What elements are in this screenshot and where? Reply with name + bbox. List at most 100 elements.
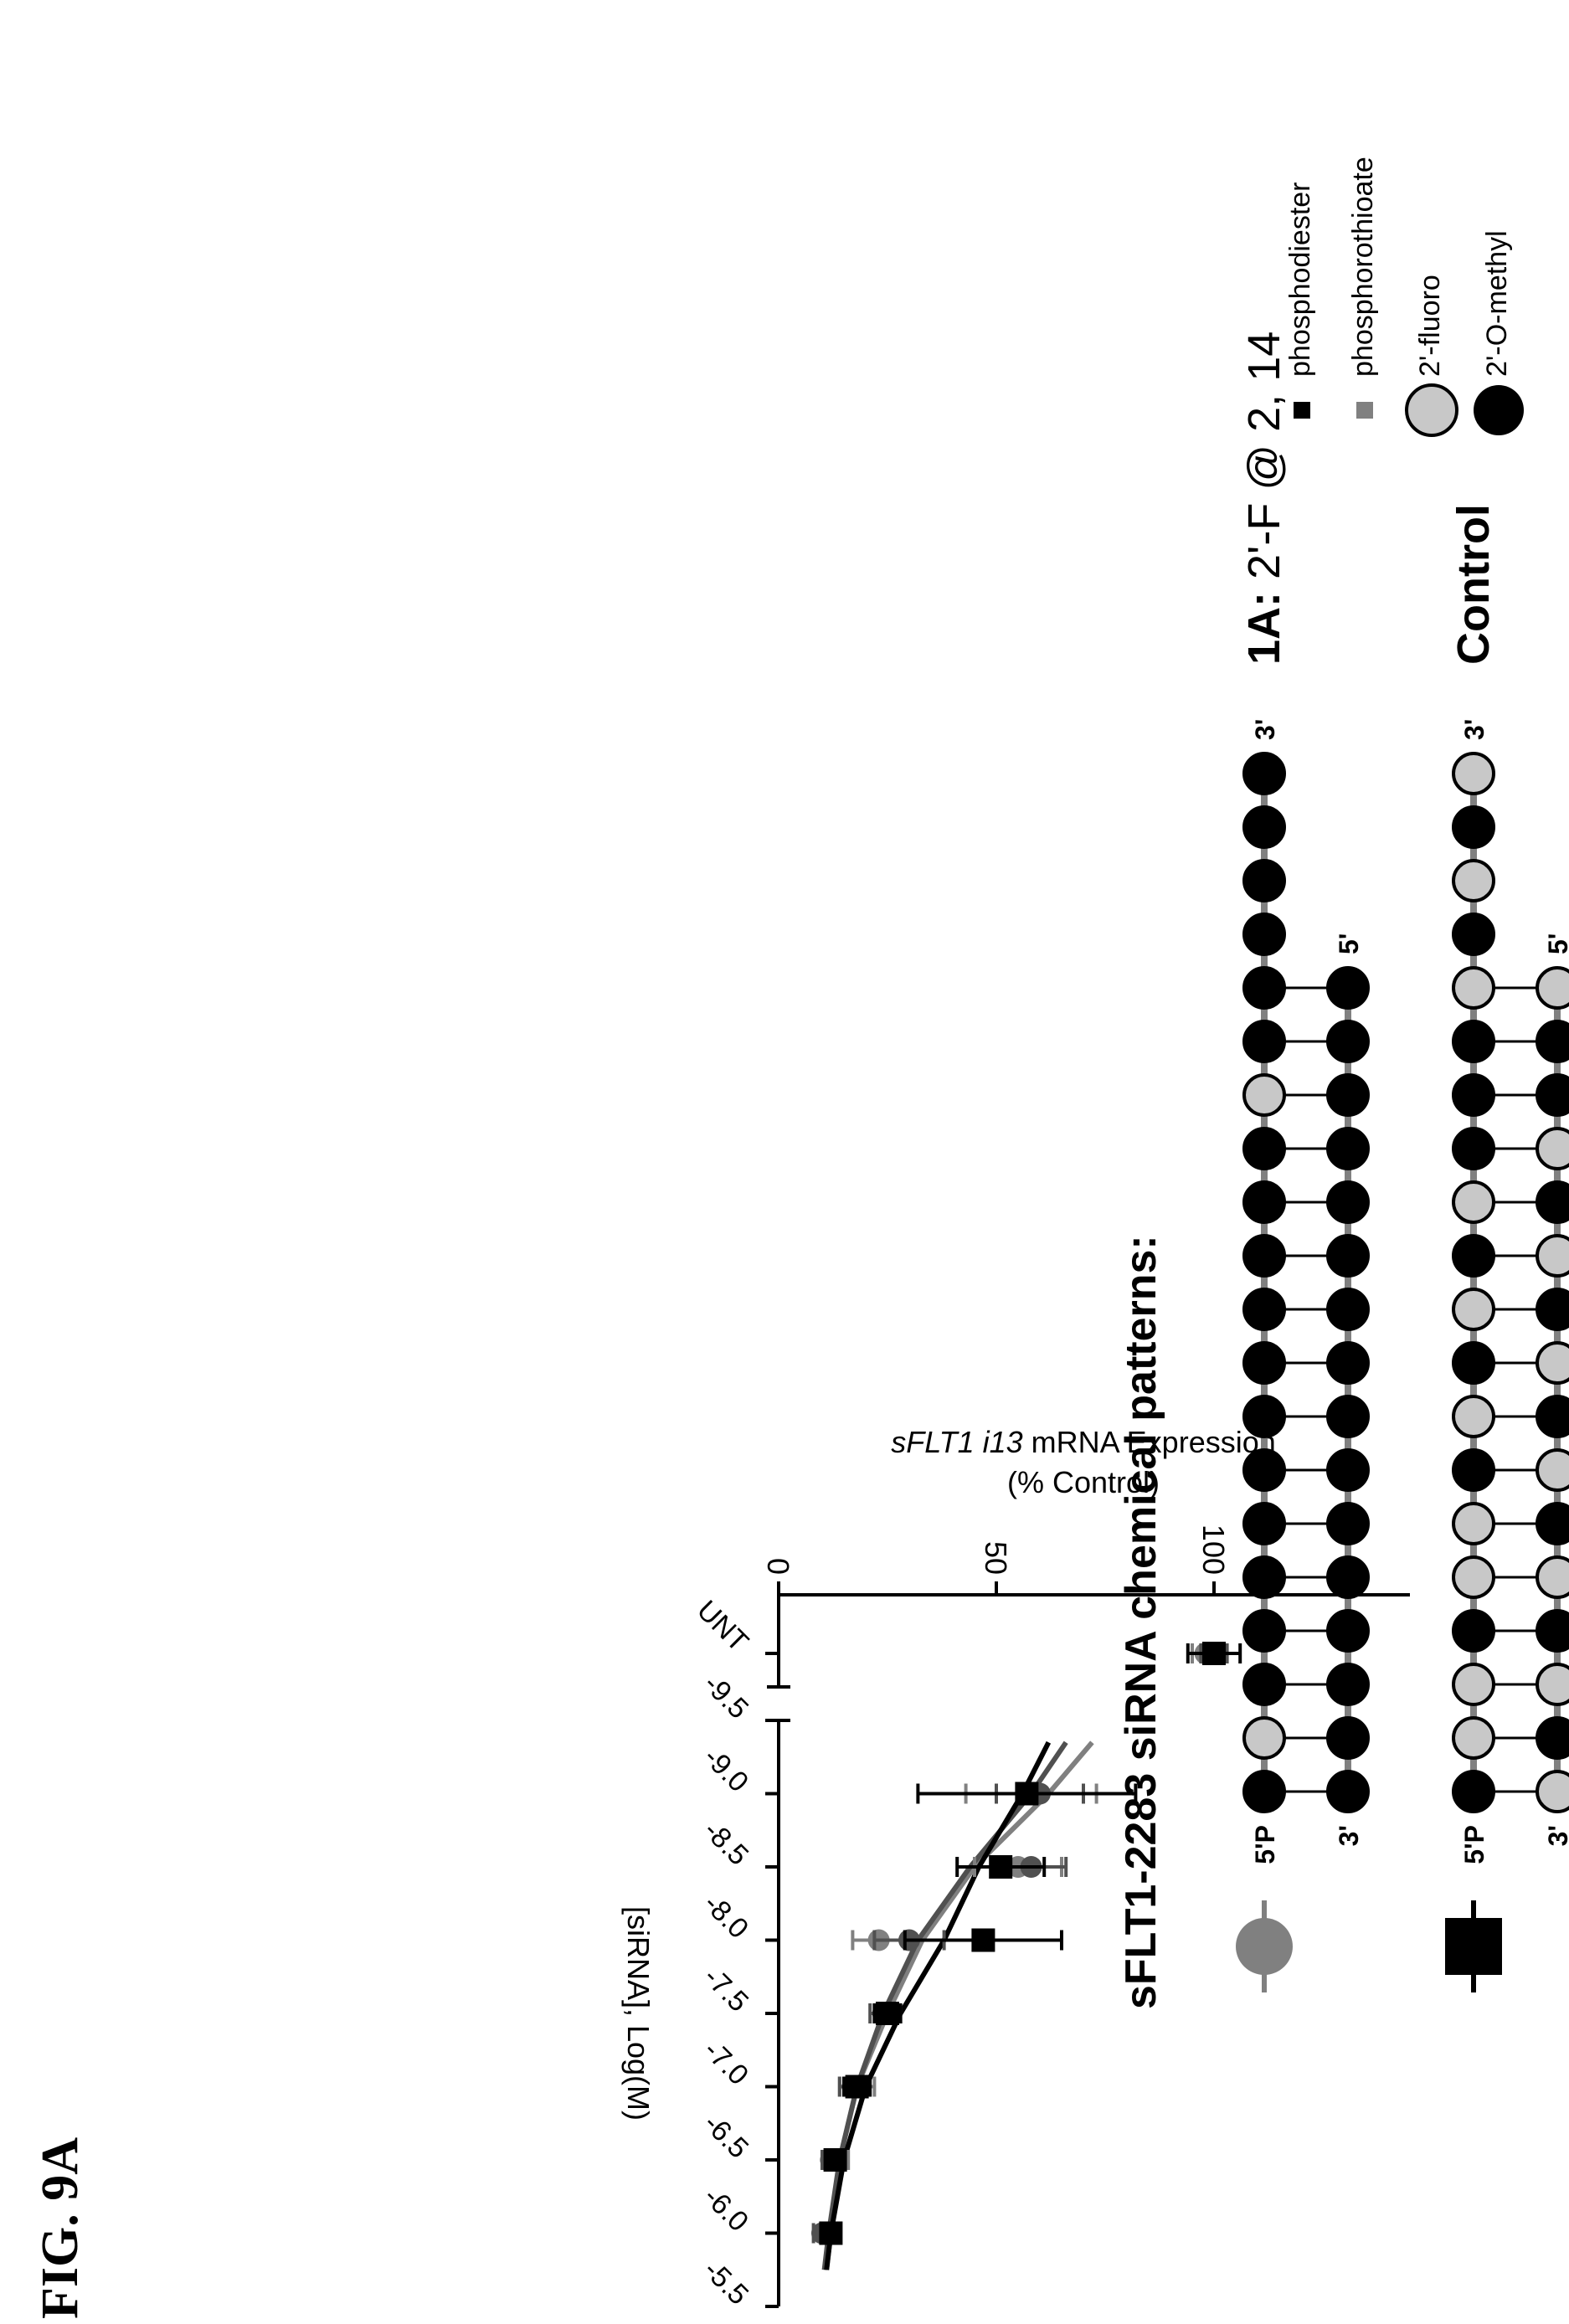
legend-2-fluoro-symbol: [1405, 383, 1458, 437]
legend-label: phosphodiester: [1284, 182, 1316, 377]
fit-line-series-1: [821, 1740, 1068, 2270]
sense-nucleotide: [1452, 1234, 1495, 1278]
series-symbol-square: [1445, 1918, 1502, 1975]
antisense-nucleotide: [1326, 1127, 1370, 1170]
data-point-square: [1202, 1642, 1226, 1665]
data-point-square: [819, 2221, 843, 2245]
sense-nucleotide: [1242, 913, 1286, 956]
data-point-square: [823, 2148, 847, 2172]
sense-3-label: 3': [1459, 719, 1489, 740]
antisense-nucleotide: [1326, 1502, 1370, 1545]
x-tick-label: -5.5: [697, 2254, 754, 2311]
sense-nucleotide: [1452, 752, 1495, 795]
antisense-nucleotide: [1536, 1609, 1569, 1653]
sense-nucleotide: [1452, 1180, 1495, 1224]
antisense-nucleotide: [1536, 1555, 1569, 1599]
anti-3-label: 3': [1543, 1825, 1569, 1846]
sense-nucleotide: [1452, 805, 1495, 849]
sense-5-label: 5'P: [1459, 1825, 1489, 1864]
antisense-nucleotide: [1326, 966, 1370, 1010]
sense-nucleotide: [1452, 1073, 1495, 1117]
data-point-square: [989, 1855, 1013, 1879]
sense-nucleotide: [1242, 1448, 1286, 1492]
antisense-nucleotide: [1536, 1234, 1569, 1278]
sense-nucleotide: [1242, 1770, 1286, 1813]
y-axis-label-line2: (% Control): [1007, 1465, 1160, 1499]
pattern-name-bold: 1A:: [1239, 592, 1289, 665]
chart-axes: 0 50 100 UNT -9.5 -9.0 -8.5 -8.0 -7.5 -7.0 -6.5 -6.…: [691, 1524, 1410, 2311]
figure-label: FIG. 9A: [32, 2137, 89, 2319]
pattern-name: 1A: 2'-F @ 2, 14: [1239, 332, 1289, 665]
antisense-nucleotide: [1536, 1770, 1569, 1813]
fit-line-series-2: [824, 1740, 1052, 2270]
antisense-nucleotide: [1326, 1073, 1370, 1117]
legend-phosphodiester-symbol: [1294, 402, 1310, 419]
antisense-nucleotide: [1326, 1234, 1370, 1278]
sense-nucleotide: [1452, 1716, 1495, 1760]
antisense-nucleotide: [1326, 1020, 1370, 1063]
legend-label: 2'-O-methyl: [1481, 230, 1513, 377]
sense-nucleotide: [1242, 1502, 1286, 1545]
pattern-name: Control: [1448, 504, 1499, 665]
series-symbol-circle: [1236, 1918, 1293, 1975]
sense-nucleotide: [1452, 859, 1495, 902]
antisense-nucleotide: [1326, 1180, 1370, 1224]
sense-nucleotide: [1452, 1663, 1495, 1706]
x-tick-label: -6.0: [697, 2181, 754, 2238]
y-tick-label: 0: [761, 1558, 795, 1575]
sense-nucleotide: [1242, 859, 1286, 902]
antisense-nucleotide: [1536, 1502, 1569, 1545]
legend-label: 2'-fluoro: [1414, 275, 1446, 377]
antisense-nucleotide: [1536, 1127, 1569, 1170]
sense-nucleotide: [1452, 1609, 1495, 1653]
data-point-square: [876, 2002, 899, 2025]
x-tick-label: -6.5: [697, 2107, 754, 2164]
sense-3-label: 3': [1250, 719, 1280, 740]
sense-nucleotide: [1242, 1073, 1286, 1117]
sense-nucleotide: [1242, 1288, 1286, 1331]
sense-nucleotide: [1452, 1341, 1495, 1385]
antisense-nucleotide: [1536, 1663, 1569, 1706]
antisense-nucleotide: [1536, 1395, 1569, 1438]
chart-fit-lines: [821, 1740, 1094, 2270]
antisense-nucleotide: [1536, 1448, 1569, 1492]
x-tick-label: -7.0: [697, 2034, 754, 2091]
antisense-nucleotide: [1536, 1073, 1569, 1117]
pattern-name-rest: 2'-F @ 2, 14: [1239, 332, 1289, 592]
antisense-nucleotide: [1536, 1716, 1569, 1760]
antisense-nucleotide: [1326, 1288, 1370, 1331]
sense-nucleotide: [1452, 1288, 1495, 1331]
anti-5-label: 5': [1334, 933, 1364, 954]
y-tick-label: 50: [979, 1541, 1013, 1575]
data-point-square: [1015, 1782, 1039, 1806]
antisense-nucleotide: [1326, 1770, 1370, 1813]
sense-nucleotide: [1452, 966, 1495, 1010]
antisense-nucleotide: [1536, 1288, 1569, 1331]
sense-nucleotide: [1452, 1127, 1495, 1170]
antisense-nucleotide: [1326, 1663, 1370, 1706]
sense-5-label: 5'P: [1250, 1825, 1280, 1864]
y-axis-label-line1: sFLT1 i13 mRNA Expression: [891, 1425, 1276, 1459]
sense-nucleotide: [1242, 1180, 1286, 1224]
sense-nucleotide: [1242, 1341, 1286, 1385]
patterns-title: sFLT1-2283 siRNA chemical patterns:: [1117, 1235, 1165, 2009]
sense-nucleotide: [1242, 752, 1286, 795]
antisense-nucleotide: [1326, 1448, 1370, 1492]
antisense-nucleotide: [1536, 1341, 1569, 1385]
data-point-square: [845, 2075, 869, 2099]
antisense-nucleotide: [1536, 1020, 1569, 1063]
x-tick-label: -8.0: [697, 1888, 754, 1945]
anti-5-label: 5': [1543, 933, 1569, 954]
antisense-nucleotide: [1326, 1609, 1370, 1653]
antisense-nucleotide: [1326, 1555, 1370, 1599]
x-axis-label: [siRNA], Log(M): [621, 1906, 656, 2121]
legend-top: 2'-O-methyl 2'-fluoro phosphorothioate phos…: [1284, 157, 1524, 437]
pattern-row-1a: 5'P 3' 3' 5' 1A: 2'-F @ 2, 14: [1236, 332, 1370, 1992]
sense-nucleotide: [1242, 1716, 1286, 1760]
sense-nucleotide: [1242, 1609, 1286, 1653]
sense-nucleotide: [1242, 805, 1286, 849]
sense-nucleotide: [1452, 1555, 1495, 1599]
sense-nucleotide: [1242, 1663, 1286, 1706]
sense-nucleotide: [1242, 1234, 1286, 1278]
